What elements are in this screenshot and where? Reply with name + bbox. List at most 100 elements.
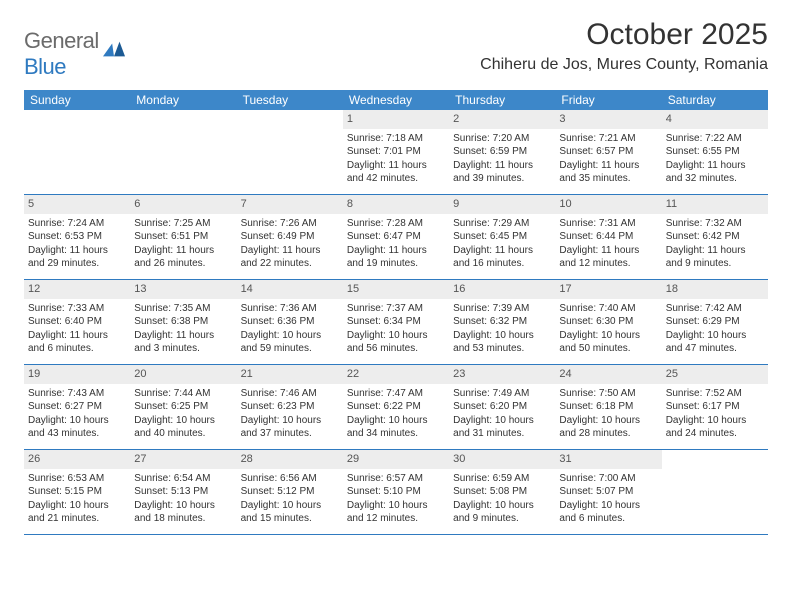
day-number: 29 bbox=[343, 450, 449, 469]
week-row: 12Sunrise: 7:33 AMSunset: 6:40 PMDayligh… bbox=[24, 280, 768, 365]
day-sunset: Sunset: 5:07 PM bbox=[559, 485, 657, 499]
day-d1: Daylight: 10 hours bbox=[453, 329, 551, 343]
day-sunrise: Sunrise: 7:40 AM bbox=[559, 302, 657, 316]
day-cell: 27 Sunrise: 6:54 AMSunset: 5:13 PMDayligh… bbox=[130, 450, 236, 534]
day-sunset: Sunset: 6:17 PM bbox=[666, 400, 764, 414]
day-cell: 25Sunrise: 7:52 AMSunset: 6:17 PMDayligh… bbox=[662, 365, 768, 449]
day-d1: Daylight: 10 hours bbox=[453, 414, 551, 428]
day-d2: and 29 minutes. bbox=[28, 257, 126, 271]
day-d1: Daylight: 10 hours bbox=[666, 414, 764, 428]
day-d1: Daylight: 11 hours bbox=[559, 244, 657, 258]
day-sunset: Sunset: 6:22 PM bbox=[347, 400, 445, 414]
day-d2: and 21 minutes. bbox=[28, 512, 126, 526]
month-title: October 2025 bbox=[480, 18, 768, 52]
day-sunrise: Sunrise: 7:43 AM bbox=[28, 387, 126, 401]
day-number: 19 bbox=[24, 365, 130, 384]
day-d1: Daylight: 10 hours bbox=[559, 414, 657, 428]
day-sunrise: Sunrise: 7:35 AM bbox=[134, 302, 232, 316]
day-header-tuesday: Tuesday bbox=[237, 90, 343, 110]
week-row: 26Sunrise: 6:53 AMSunset: 5:15 PMDayligh… bbox=[24, 450, 768, 535]
day-d2: and 35 minutes. bbox=[559, 172, 657, 186]
day-sunset: Sunset: 6:47 PM bbox=[347, 230, 445, 244]
day-sunset: Sunset: 5:13 PM bbox=[134, 485, 232, 499]
day-d1: Daylight: 10 hours bbox=[347, 329, 445, 343]
day-d2: and 32 minutes. bbox=[666, 172, 764, 186]
day-d2: and 37 minutes. bbox=[241, 427, 339, 441]
day-sunrise: Sunrise: 7:52 AM bbox=[666, 387, 764, 401]
day-sunrise: Sunrise: 7:42 AM bbox=[666, 302, 764, 316]
day-sunset: Sunset: 6:34 PM bbox=[347, 315, 445, 329]
day-sunrise: Sunrise: 7:49 AM bbox=[453, 387, 551, 401]
day-number: 31 bbox=[555, 450, 661, 469]
day-cell: 4Sunrise: 7:22 AMSunset: 6:55 PMDaylight… bbox=[662, 110, 768, 194]
day-d1: Daylight: 10 hours bbox=[241, 414, 339, 428]
day-cell: 15 Sunrise: 7:37 AMSunset: 6:34 PMDayligh… bbox=[343, 280, 449, 364]
day-sunrise: Sunrise: 6:54 AM bbox=[134, 472, 232, 486]
day-number: 2 bbox=[449, 110, 555, 129]
day-cell: 2Sunrise: 7:20 AMSunset: 6:59 PMDaylight… bbox=[449, 110, 555, 194]
day-sunrise: Sunrise: 7:37 AM bbox=[347, 302, 445, 316]
day-sunrise: Sunrise: 7:31 AM bbox=[559, 217, 657, 231]
day-d2: and 24 minutes. bbox=[666, 427, 764, 441]
day-number: 30 bbox=[449, 450, 555, 469]
day-sunrise: Sunrise: 7:32 AM bbox=[666, 217, 764, 231]
day-sunrise: Sunrise: 7:44 AM bbox=[134, 387, 232, 401]
day-cell: 12Sunrise: 7:33 AMSunset: 6:40 PMDayligh… bbox=[24, 280, 130, 364]
day-d1: Daylight: 10 hours bbox=[347, 499, 445, 513]
day-sunrise: Sunrise: 7:29 AM bbox=[453, 217, 551, 231]
day-number: 1 bbox=[343, 110, 449, 129]
day-sunrise: Sunrise: 7:28 AM bbox=[347, 217, 445, 231]
day-cell: 19Sunrise: 7:43 AMSunset: 6:27 PMDayligh… bbox=[24, 365, 130, 449]
day-cell: 1Sunrise: 7:18 AMSunset: 7:01 PMDaylight… bbox=[343, 110, 449, 194]
day-sunset: Sunset: 6:29 PM bbox=[666, 315, 764, 329]
day-sunset: Sunset: 7:01 PM bbox=[347, 145, 445, 159]
day-sunrise: Sunrise: 6:59 AM bbox=[453, 472, 551, 486]
day-d2: and 22 minutes. bbox=[241, 257, 339, 271]
day-number: 20 bbox=[130, 365, 236, 384]
day-d2: and 9 minutes. bbox=[666, 257, 764, 271]
day-cell: 29Sunrise: 6:57 AMSunset: 5:10 PMDayligh… bbox=[343, 450, 449, 534]
day-d2: and 34 minutes. bbox=[347, 427, 445, 441]
day-d2: and 6 minutes. bbox=[28, 342, 126, 356]
logo-text-blue: Blue bbox=[24, 54, 66, 79]
day-sunset: Sunset: 6:30 PM bbox=[559, 315, 657, 329]
logo-text-general: General bbox=[24, 28, 99, 53]
day-d2: and 39 minutes. bbox=[453, 172, 551, 186]
day-sunrise: Sunrise: 7:26 AM bbox=[241, 217, 339, 231]
day-sunset: Sunset: 6:25 PM bbox=[134, 400, 232, 414]
day-d1: Daylight: 11 hours bbox=[28, 329, 126, 343]
day-sunrise: Sunrise: 7:18 AM bbox=[347, 132, 445, 146]
day-d1: Daylight: 10 hours bbox=[134, 499, 232, 513]
day-sunset: Sunset: 6:51 PM bbox=[134, 230, 232, 244]
day-cell: 13Sunrise: 7:35 AMSunset: 6:38 PMDayligh… bbox=[130, 280, 236, 364]
day-cell: 17Sunrise: 7:40 AMSunset: 6:30 PMDayligh… bbox=[555, 280, 661, 364]
day-sunset: Sunset: 5:12 PM bbox=[241, 485, 339, 499]
day-number: 23 bbox=[449, 365, 555, 384]
day-d2: and 47 minutes. bbox=[666, 342, 764, 356]
day-number: 15 bbox=[343, 280, 449, 299]
day-number: 27 bbox=[130, 450, 236, 469]
day-header-friday: Friday bbox=[555, 90, 661, 110]
day-number bbox=[662, 450, 768, 469]
day-sunrise: Sunrise: 7:20 AM bbox=[453, 132, 551, 146]
day-sunset: Sunset: 6:32 PM bbox=[453, 315, 551, 329]
day-sunrise: Sunrise: 7:46 AM bbox=[241, 387, 339, 401]
day-cell: 9Sunrise: 7:29 AMSunset: 6:45 PMDaylight… bbox=[449, 195, 555, 279]
header: General Blue October 2025 Chiheru de Jos… bbox=[24, 18, 768, 80]
day-sunset: Sunset: 6:44 PM bbox=[559, 230, 657, 244]
day-cell: 31Sunrise: 7:00 AMSunset: 5:07 PMDayligh… bbox=[555, 450, 661, 534]
day-sunrise: Sunrise: 7:39 AM bbox=[453, 302, 551, 316]
day-sunset: Sunset: 6:18 PM bbox=[559, 400, 657, 414]
day-header-saturday: Saturday bbox=[662, 90, 768, 110]
day-d1: Daylight: 11 hours bbox=[453, 244, 551, 258]
day-cell: 16Sunrise: 7:39 AMSunset: 6:32 PMDayligh… bbox=[449, 280, 555, 364]
day-d1: Daylight: 10 hours bbox=[241, 329, 339, 343]
day-d2: and 12 minutes. bbox=[347, 512, 445, 526]
day-number: 12 bbox=[24, 280, 130, 299]
calendar: Sunday Monday Tuesday Wednesday Thursday… bbox=[24, 90, 768, 535]
day-sunset: Sunset: 6:27 PM bbox=[28, 400, 126, 414]
day-d1: Daylight: 11 hours bbox=[28, 244, 126, 258]
day-d1: Daylight: 11 hours bbox=[453, 159, 551, 173]
week-row: 5Sunrise: 7:24 AMSunset: 6:53 PMDaylight… bbox=[24, 195, 768, 280]
day-sunrise: Sunrise: 7:33 AM bbox=[28, 302, 126, 316]
